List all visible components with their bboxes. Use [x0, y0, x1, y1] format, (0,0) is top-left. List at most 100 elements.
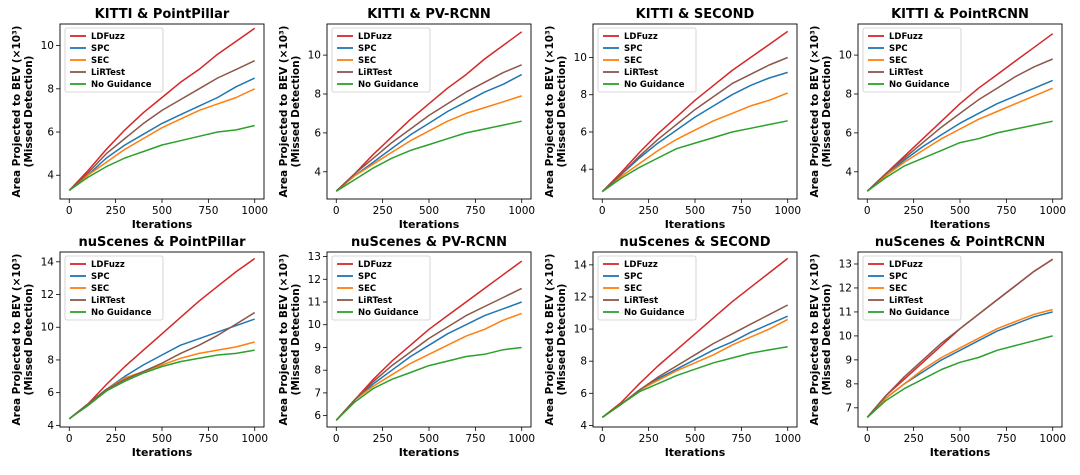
series-line-ldfuzz	[601, 257, 789, 418]
x-tick-label: 0	[333, 433, 340, 445]
legend-label-ldfuzz: LDFuzz	[889, 32, 923, 42]
series-line-ldfuzz	[335, 31, 523, 192]
plot-frame	[326, 251, 532, 428]
plot-frame	[59, 251, 265, 428]
y-tick-label: 12	[574, 291, 587, 303]
y-tick-label: 13	[839, 258, 852, 270]
y-axis-label: Area Projected to BEV (×10³)(Missed Dete…	[809, 26, 833, 198]
y-tick-label: 8	[845, 378, 852, 390]
legend-label-sec: SEC	[91, 56, 109, 66]
series-line-ldfuzz	[335, 260, 523, 421]
y-tick-label: 10	[41, 40, 54, 52]
x-tick-label: 1000	[508, 205, 535, 217]
x-tick-label: 1000	[508, 433, 535, 445]
legend-label-no-guidance: No Guidance	[358, 80, 419, 90]
y-tick-label: 12	[839, 282, 852, 294]
series-line-no-guidance	[68, 124, 255, 192]
legend: LDFuzz SPC SEC LiRTest No Guidance	[862, 27, 962, 93]
y-tick-label: 7	[845, 402, 852, 414]
series-line-sec	[866, 87, 1053, 192]
y-tick-label: 6	[47, 127, 54, 139]
plot-frame	[592, 23, 798, 200]
legend-label-sec: SEC	[889, 56, 907, 66]
series-line-spc	[335, 73, 523, 192]
y-tick-label: 8	[47, 354, 54, 366]
y-tick-label: 9	[845, 354, 852, 366]
legend: LDFuzz SPC SEC LiRTest No Guidance	[64, 27, 164, 93]
y-axis-label-line: (Missed Detection)	[290, 284, 302, 396]
legend-label-lirtest: LiRTest	[358, 296, 392, 306]
chart-kitti-pointrcnn: KITTI & PointRCNN Area Projected to BEV (…	[809, 7, 1066, 231]
legend-label-no-guidance: No Guidance	[624, 80, 685, 90]
x-tick-label: 1000	[241, 205, 268, 217]
x-tick-label: 750	[996, 205, 1016, 217]
y-tick-label: 10	[308, 50, 321, 62]
legend-label-lirtest: LiRTest	[889, 68, 923, 78]
y-axis-label-line: Area Projected to BEV (×10³)	[809, 254, 821, 426]
series-line-no-guidance	[335, 120, 522, 192]
x-tick-label: 750	[731, 205, 751, 217]
x-tick-label: 0	[599, 205, 606, 217]
y-axis-label-line: (Missed Detection)	[556, 56, 568, 168]
x-tick-label: 250	[639, 433, 659, 445]
legend-label-lirtest: LiRTest	[358, 68, 392, 78]
legend-label-spc: SPC	[889, 272, 908, 282]
y-tick-label: 12	[41, 289, 54, 301]
plot-frame	[59, 23, 265, 200]
legend-label-ldfuzz: LDFuzz	[624, 260, 658, 270]
y-tick-label: 4	[314, 166, 321, 178]
x-tick-label: 1000	[1039, 433, 1066, 445]
x-tick-label: 500	[419, 205, 439, 217]
chart-kitti-pointpillar: KITTI & PointPillar Area Projected to BEV…	[11, 7, 268, 231]
y-tick-label: 8	[580, 356, 587, 368]
x-axis-label: Iterations	[399, 218, 460, 231]
y-tick-label: 11	[839, 306, 852, 318]
legend-label-sec: SEC	[358, 284, 376, 294]
x-axis-label: Iterations	[132, 446, 193, 459]
series-line-lirtest	[68, 311, 256, 420]
legend-box	[862, 255, 962, 321]
legend: LDFuzz SPC SEC LiRTest No Guidance	[597, 255, 697, 321]
y-tick-label: 11	[308, 297, 321, 309]
chart-nuscenes-pv-rcnn: nuScenes & PV-RCNN Area Projected to BEV …	[278, 235, 535, 459]
y-tick-label: 8	[580, 89, 587, 101]
series-line-sec	[601, 92, 788, 193]
y-axis-label: Area Projected to BEV (×10³)(Missed Dete…	[278, 254, 302, 426]
x-tick-label: 1000	[1039, 205, 1066, 217]
chart-nuscenes-pointpillar: nuScenes & PointPillar Area Projected to …	[11, 235, 268, 459]
x-tick-label: 0	[864, 433, 871, 445]
series-line-ldfuzz	[601, 30, 789, 193]
x-tick-label: 0	[864, 205, 871, 217]
x-tick-label: 500	[152, 205, 172, 217]
series-line-sec	[68, 88, 256, 191]
y-tick-label: 13	[308, 251, 321, 263]
x-tick-label: 500	[950, 205, 970, 217]
x-tick-label: 250	[373, 205, 393, 217]
y-axis-label: Area Projected to BEV (×10³)(Missed Dete…	[809, 254, 833, 426]
legend-label-no-guidance: No Guidance	[358, 308, 419, 318]
legend-label-spc: SPC	[358, 272, 377, 282]
series-line-spc	[601, 315, 788, 419]
legend-label-spc: SPC	[889, 44, 908, 54]
x-tick-label: 500	[685, 433, 705, 445]
y-axis-label-line: (Missed Detection)	[556, 284, 568, 396]
y-axis-label: Area Projected to BEV (×10³)(Missed Dete…	[11, 26, 35, 198]
legend-box	[331, 255, 431, 321]
chart-kitti-second: KITTI & SECOND Area Projected to BEV (×10…	[544, 7, 801, 231]
legend: LDFuzz SPC SEC LiRTest No Guidance	[331, 255, 431, 321]
x-tick-label: 750	[198, 205, 218, 217]
y-tick-label: 10	[574, 324, 587, 336]
x-tick-label: 1000	[774, 433, 801, 445]
y-axis-label-line: Area Projected to BEV (×10³)	[278, 26, 290, 198]
y-axis-label-line: Area Projected to BEV (×10³)	[809, 26, 821, 198]
y-tick-label: 8	[314, 89, 321, 101]
x-tick-label: 250	[904, 205, 924, 217]
series-line-no-guidance	[335, 346, 522, 421]
x-tick-label: 750	[996, 433, 1016, 445]
y-tick-label: 6	[314, 127, 321, 139]
y-tick-label: 4	[47, 170, 54, 182]
series-line-sec	[866, 308, 1053, 418]
legend-box	[64, 255, 164, 321]
x-tick-label: 250	[639, 205, 659, 217]
